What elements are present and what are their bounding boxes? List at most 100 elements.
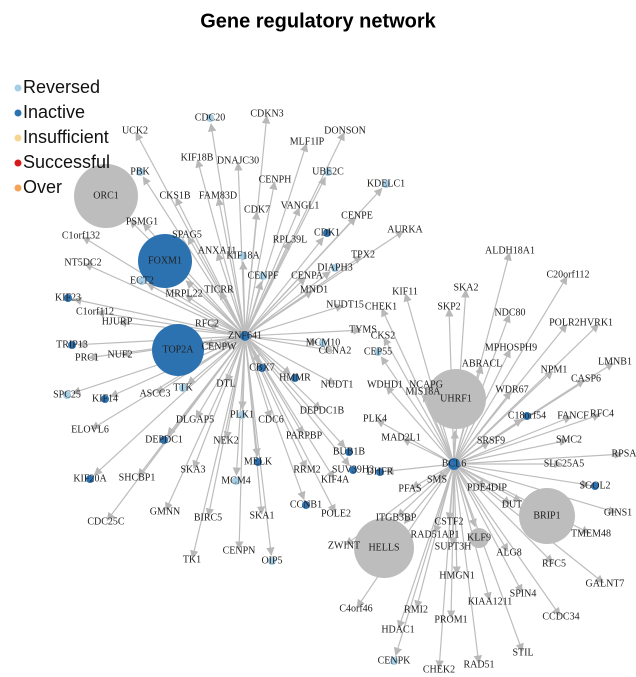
edge (457, 370, 554, 461)
node-label: FANCF (557, 410, 589, 421)
node (238, 411, 246, 419)
edge (376, 419, 450, 462)
edge (393, 469, 453, 657)
node-label: ZNF641 (228, 330, 262, 341)
node-label: TTK (173, 382, 193, 393)
node-label: CASP6 (571, 373, 601, 384)
node-label: RFC2 (195, 318, 219, 329)
node-label: MPHOSPH9 (485, 342, 537, 353)
node (291, 374, 299, 382)
edge (205, 340, 245, 517)
edges (71, 115, 623, 669)
edge (454, 469, 482, 664)
node (374, 348, 382, 356)
node-label: SKA1 (249, 510, 274, 521)
node-label: SMC2 (556, 434, 582, 445)
edge (186, 338, 242, 385)
node-label: OIP5 (261, 555, 282, 566)
node-label: SKA2 (453, 282, 478, 293)
node-label: CBX7 (249, 362, 275, 373)
edge (381, 308, 453, 459)
edge (397, 469, 453, 629)
node-label: MCM4 (221, 475, 250, 486)
legend-label: Successful (23, 152, 110, 172)
node (319, 339, 327, 347)
node-label: NCAPG (409, 379, 443, 390)
node (349, 466, 357, 474)
node-label: ORC1 (93, 190, 119, 201)
node-label: SGOL2 (579, 480, 610, 491)
edge (458, 466, 522, 502)
node-label: KIF23 (55, 292, 81, 303)
node-label: DTL (216, 378, 235, 389)
node-label: TMEM48 (571, 528, 611, 539)
edge (247, 237, 324, 333)
node (258, 364, 266, 372)
node (259, 272, 267, 280)
node-label: WDR67 (495, 384, 528, 395)
edge (249, 336, 334, 354)
node-label: CENPE (341, 210, 373, 221)
node-label: CEP55 (364, 346, 392, 357)
node-label: CENPA (291, 270, 324, 281)
edge (249, 326, 362, 337)
node-label: PFAS (398, 483, 421, 494)
node-label: C1orf112 (76, 306, 114, 317)
node-label: NPM1 (541, 364, 568, 375)
edge (71, 337, 241, 395)
node-label: PDE4DIP (467, 482, 507, 493)
node-label: CENPH (259, 174, 292, 185)
edge (247, 339, 335, 480)
node-label: DNAJC30 (217, 155, 259, 166)
node-label: C18orf54 (508, 410, 546, 421)
node (64, 294, 72, 302)
legend-dot (14, 109, 22, 117)
node-label: CHEK2 (423, 664, 455, 675)
edge (245, 280, 264, 332)
node-label: PRC1 (75, 352, 99, 363)
node-label: MELK (244, 456, 273, 467)
edge (456, 469, 523, 593)
node-label: CENPF (247, 270, 279, 281)
node-label: UBE2C (312, 166, 344, 177)
node-label: C4orf46 (339, 603, 372, 614)
node-label: TPX2 (351, 249, 375, 260)
node-label: GMNN (150, 506, 181, 517)
edge (414, 469, 454, 609)
node-label: ALG8 (496, 547, 522, 558)
node (268, 557, 276, 565)
edge (455, 469, 524, 652)
node-label: SLC25A5 (544, 458, 585, 469)
edge (246, 207, 301, 332)
node-label: MND1 (300, 284, 328, 295)
node-label: GALNT7 (586, 578, 625, 589)
node-label: KIF14 (92, 393, 118, 404)
node (86, 475, 94, 483)
node-label: ECT2 (130, 275, 154, 286)
node-label: GINS1 (604, 507, 632, 518)
node-label: CSTF2 (435, 516, 464, 527)
edge (106, 339, 243, 522)
node (324, 168, 332, 176)
node-label: NDC80 (494, 307, 525, 318)
edge (246, 340, 306, 501)
node-label: MCM10 (306, 337, 340, 348)
node-label: KIAA1211 (468, 596, 513, 607)
node-label: WDHD1 (367, 379, 403, 390)
node-label: ITGB3BP (376, 512, 417, 523)
node-label: TRIP13 (56, 339, 88, 350)
edge (246, 241, 290, 332)
node-label: PBK (130, 166, 150, 177)
edge (90, 338, 242, 430)
node (179, 384, 187, 392)
node-label: BIRC5 (194, 512, 222, 523)
node-label: KLF9 (467, 532, 491, 543)
edge (457, 467, 554, 564)
node (160, 436, 168, 444)
node-label: KDELC1 (367, 178, 405, 189)
node-label: KIF20A (73, 473, 107, 484)
node (591, 482, 599, 490)
edge (248, 338, 292, 375)
edge (459, 464, 590, 489)
node-label: DEPDC1 (145, 434, 183, 445)
